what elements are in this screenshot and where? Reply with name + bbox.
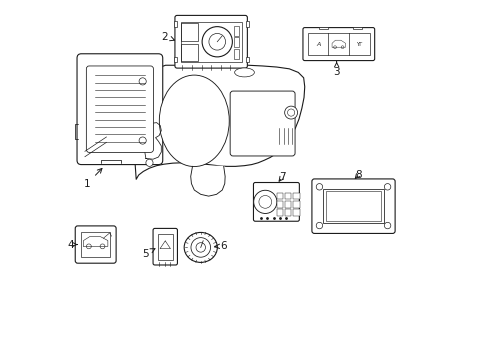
Circle shape: [384, 222, 390, 229]
Circle shape: [145, 159, 153, 166]
Text: 2: 2: [161, 32, 174, 41]
Bar: [285, 193, 291, 199]
Ellipse shape: [159, 75, 229, 167]
Text: 3: 3: [333, 62, 339, 77]
FancyBboxPatch shape: [86, 66, 153, 152]
Text: YΓ: YΓ: [356, 42, 362, 46]
Bar: [352, 27, 362, 30]
Bar: [180, 22, 241, 62]
Text: 7: 7: [278, 172, 285, 182]
Bar: [234, 26, 239, 36]
Bar: [276, 210, 283, 216]
Bar: [245, 21, 248, 27]
Bar: [276, 201, 283, 208]
Bar: [181, 23, 198, 41]
Polygon shape: [135, 65, 304, 179]
Bar: [307, 33, 369, 55]
Circle shape: [384, 184, 390, 190]
Bar: [234, 49, 239, 59]
Bar: [285, 210, 291, 216]
FancyBboxPatch shape: [175, 15, 247, 68]
Text: 4: 4: [67, 239, 77, 249]
Circle shape: [191, 238, 210, 257]
Bar: [319, 27, 327, 30]
Bar: [181, 44, 198, 60]
Ellipse shape: [234, 68, 254, 77]
Circle shape: [316, 184, 322, 190]
Text: 6: 6: [214, 241, 227, 251]
Text: 8: 8: [354, 170, 361, 180]
Polygon shape: [144, 123, 161, 159]
Bar: [174, 57, 177, 62]
Bar: [276, 193, 283, 199]
FancyBboxPatch shape: [77, 54, 163, 165]
Ellipse shape: [184, 233, 217, 262]
Bar: [323, 189, 383, 223]
Bar: [285, 201, 291, 208]
Bar: [174, 21, 177, 27]
Bar: [293, 201, 299, 208]
Bar: [293, 210, 299, 216]
FancyBboxPatch shape: [75, 226, 116, 263]
FancyBboxPatch shape: [230, 91, 294, 156]
Bar: [293, 193, 299, 199]
Bar: [325, 192, 381, 221]
Bar: [234, 37, 239, 47]
Bar: [81, 232, 110, 257]
Circle shape: [253, 190, 276, 213]
FancyBboxPatch shape: [253, 183, 299, 221]
FancyBboxPatch shape: [303, 28, 374, 60]
FancyBboxPatch shape: [153, 228, 177, 265]
Polygon shape: [190, 166, 224, 196]
FancyBboxPatch shape: [311, 179, 394, 233]
Circle shape: [284, 106, 297, 119]
Text: 5: 5: [142, 248, 155, 258]
Text: 1: 1: [84, 168, 102, 189]
Bar: [158, 234, 172, 260]
Text: A: A: [315, 42, 320, 46]
Bar: [245, 57, 248, 62]
Circle shape: [316, 222, 322, 229]
